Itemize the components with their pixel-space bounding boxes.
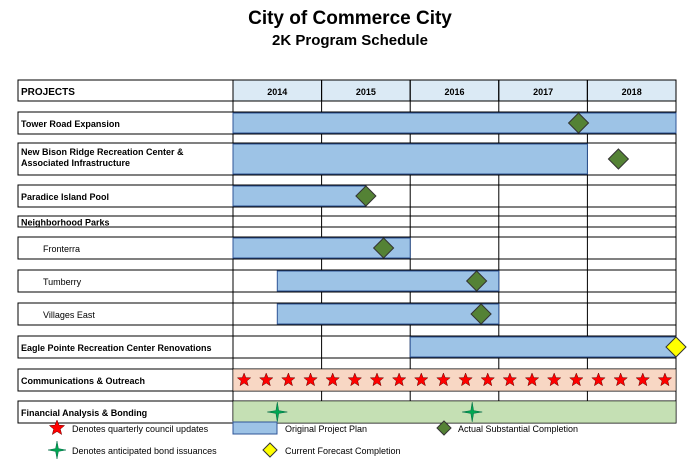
projects-header: PROJECTS bbox=[21, 87, 75, 98]
comm-band bbox=[232, 368, 677, 392]
legend-green-diamond-icon bbox=[436, 420, 452, 436]
council-update-star bbox=[413, 372, 429, 387]
actual-completion-marker bbox=[465, 270, 488, 292]
row-label: Associated Infrastructure bbox=[21, 158, 130, 168]
council-update-star bbox=[502, 372, 518, 387]
row-label: Communications & Outreach bbox=[21, 376, 145, 386]
forecast-completion-marker bbox=[665, 336, 687, 358]
year-label: 2014 bbox=[267, 87, 287, 97]
council-update-star bbox=[303, 372, 318, 387]
year-label: 2015 bbox=[356, 87, 376, 97]
actual-completion-marker bbox=[372, 237, 395, 259]
actual-completion-marker bbox=[355, 185, 377, 207]
actual-completion-marker bbox=[607, 148, 630, 170]
row-label: Tower Road Expansion bbox=[21, 119, 120, 129]
fin-band bbox=[232, 400, 677, 424]
council-update-star bbox=[635, 372, 651, 387]
legend-label: Current Forecast Completion bbox=[285, 446, 401, 456]
council-update-star bbox=[613, 372, 628, 387]
plan-bar bbox=[232, 112, 677, 134]
row-label: Financial Analysis & Bonding bbox=[21, 408, 147, 418]
legend-label: Original Project Plan bbox=[285, 424, 367, 434]
legend-label: Denotes anticipated bond issuances bbox=[72, 446, 217, 456]
council-update-star bbox=[546, 372, 562, 387]
plan-bar bbox=[409, 336, 677, 358]
plan-bar bbox=[232, 143, 588, 175]
council-update-star bbox=[258, 372, 274, 387]
council-update-star bbox=[347, 372, 363, 387]
row-label: Tumberry bbox=[43, 277, 82, 287]
legend-yellow-diamond-icon bbox=[262, 442, 278, 458]
council-update-star bbox=[458, 372, 473, 387]
row-label: New Bison Ridge Recreation Center & bbox=[21, 147, 184, 157]
plan-bar bbox=[276, 270, 500, 292]
council-update-star bbox=[391, 372, 407, 387]
row-timeline-cell bbox=[232, 215, 677, 228]
legend-green-star-icon bbox=[47, 440, 67, 460]
legend-label: Actual Substantial Completion bbox=[458, 424, 578, 434]
council-update-star bbox=[569, 372, 584, 387]
year-label: 2018 bbox=[622, 87, 642, 97]
plan-bar bbox=[232, 185, 367, 207]
council-update-star bbox=[524, 372, 540, 387]
legend-plan-bar-icon bbox=[232, 421, 278, 435]
row-label: Paradice Island Pool bbox=[21, 192, 109, 202]
legend-label: Denotes quarterly council updates bbox=[72, 424, 209, 434]
plan-bar bbox=[232, 237, 411, 259]
page-subtitle: 2K Program Schedule bbox=[272, 32, 428, 49]
council-update-star bbox=[236, 372, 252, 387]
council-update-star bbox=[369, 372, 385, 387]
council-update-star bbox=[436, 372, 451, 387]
actual-completion-marker bbox=[470, 303, 492, 325]
legend-red-star-icon bbox=[48, 419, 66, 436]
row-label-cell bbox=[17, 142, 234, 176]
row-label: Neighborhood Parks bbox=[21, 218, 110, 228]
council-update-star bbox=[657, 372, 673, 387]
council-update-star bbox=[325, 372, 340, 387]
plan-bar bbox=[276, 303, 500, 325]
row-label: Villages East bbox=[43, 310, 95, 320]
page-title: City of Commerce City bbox=[248, 8, 452, 29]
actual-completion-marker bbox=[567, 112, 590, 134]
year-label: 2017 bbox=[533, 87, 553, 97]
row-label: Eagle Pointe Recreation Center Renovatio… bbox=[21, 343, 212, 353]
council-update-star bbox=[591, 372, 606, 387]
bond-issuance-star bbox=[462, 401, 483, 423]
year-label: 2016 bbox=[444, 87, 464, 97]
council-update-star bbox=[281, 372, 296, 387]
council-update-star bbox=[480, 372, 496, 387]
row-label: Fronterra bbox=[43, 244, 80, 254]
